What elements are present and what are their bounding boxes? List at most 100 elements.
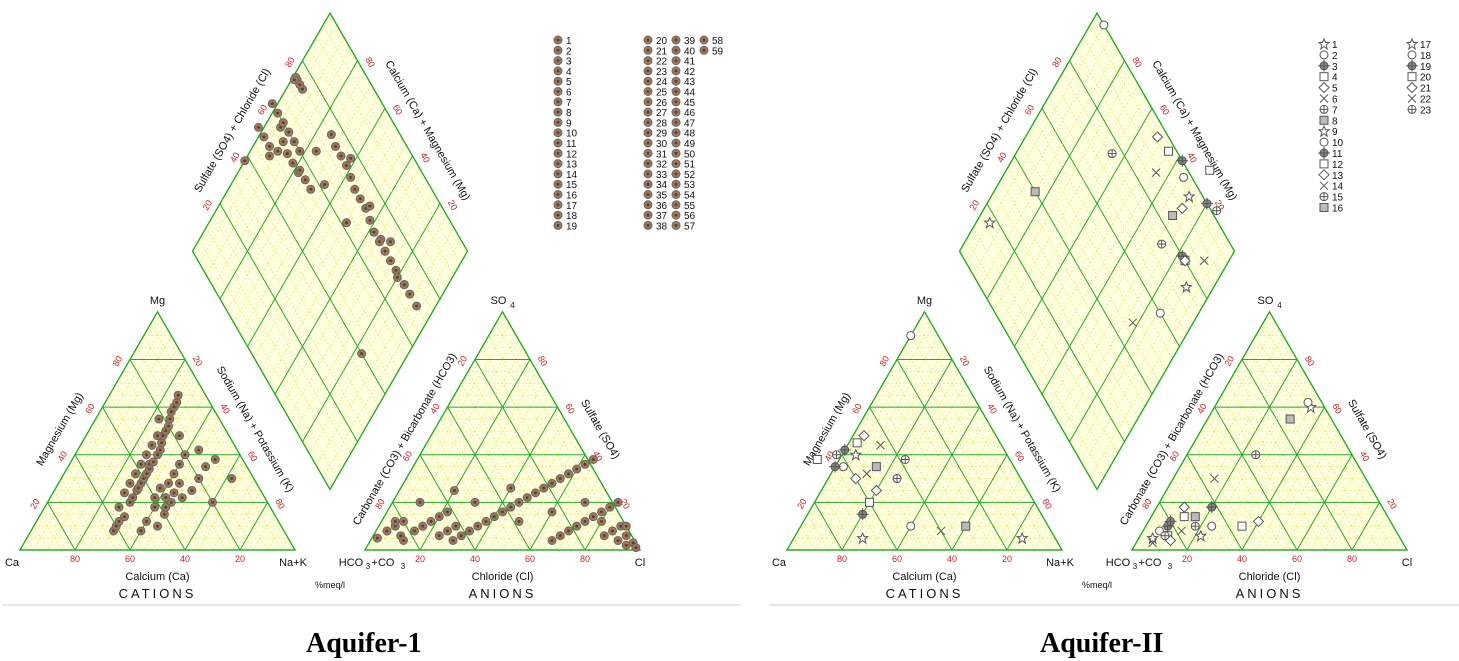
legend-entry: 34	[656, 180, 668, 191]
tick-label-co3: 80	[373, 497, 387, 511]
corner-label-mg: Mg	[917, 295, 932, 307]
anion-triangle-minor-line	[1255, 335, 1380, 551]
diamond-minor-line	[1062, 191, 1201, 431]
cation-point	[131, 469, 140, 479]
diamond-minor-line	[1062, 72, 1201, 311]
tick-label-so4: 20	[1385, 497, 1399, 511]
legend-entry: 10	[566, 129, 578, 140]
cation-point	[175, 431, 184, 441]
diamond-point	[1030, 187, 1040, 197]
outline	[958, 11, 1236, 491]
cations-title: CATIONS	[886, 586, 964, 601]
legend-marker	[643, 87, 653, 96]
diamond-point	[386, 237, 395, 247]
anion-triangle-minor-line	[515, 442, 579, 551]
diamond-point	[1179, 255, 1191, 267]
legend-marker	[671, 138, 681, 148]
diamond-point	[983, 216, 997, 229]
anion-triangle-minor-line	[1193, 442, 1257, 551]
anion-point	[1205, 501, 1218, 514]
anion-point	[1251, 450, 1261, 460]
diamond-major-line	[986, 203, 1125, 442]
anion-point	[1179, 512, 1189, 522]
anion-triangle-minor-line	[1324, 478, 1367, 551]
anion-point	[1285, 414, 1295, 424]
anion-point	[580, 459, 590, 469]
diamond-point	[289, 75, 299, 85]
anion-point	[470, 497, 480, 507]
anion-triangle-minor-line	[1310, 466, 1360, 551]
anion-point	[1237, 521, 1247, 531]
cation-point	[175, 459, 184, 469]
legend-marker	[1318, 81, 1330, 94]
cation-point	[906, 521, 916, 531]
diamond-point	[273, 146, 283, 156]
cation-point	[159, 509, 169, 519]
cation-point	[900, 455, 910, 465]
tick-label-mg: 80	[111, 354, 125, 368]
diamond-point	[1151, 131, 1164, 143]
diamond-minor-line	[240, 96, 379, 335]
legend-entry: 42	[684, 67, 696, 78]
legend-entry: 48	[684, 129, 696, 140]
legend-marker	[643, 179, 653, 189]
cation-triangle-minor-line	[821, 490, 857, 551]
legend-marker	[553, 66, 563, 76]
anion-triangle-minor-line	[378, 526, 393, 551]
tick-label-diamond: 60	[391, 103, 405, 117]
diamond-point	[412, 301, 422, 311]
tick-label-na: 40	[985, 402, 999, 416]
diamond-major-line	[219, 60, 358, 300]
tick-label-co3: 80	[1140, 497, 1154, 511]
cation-triangle-minor-line	[807, 514, 829, 551]
cation-triangle-minor-line	[60, 347, 179, 551]
tick-label-co3: 20	[1223, 354, 1237, 368]
tick-label-mg: 20	[795, 497, 809, 511]
cation-point	[165, 414, 175, 424]
legend-entry: 1	[566, 36, 572, 47]
diamond-point	[1179, 172, 1189, 182]
cation-point	[142, 516, 151, 526]
cation-point	[128, 493, 138, 503]
corner-label-nak: Na+K	[1046, 557, 1074, 569]
cation-triangle-minor-line	[150, 323, 282, 551]
legend-entry: 12	[566, 149, 578, 160]
cation-triangle-minor-line	[965, 466, 1015, 551]
tick-label-diamond: 60	[1158, 103, 1172, 117]
legend-entry: 21	[656, 46, 668, 57]
cation-triangle-minor-line	[33, 323, 165, 551]
anion-point	[547, 478, 557, 488]
legend-entry: 47	[684, 118, 696, 129]
anion-point	[621, 531, 631, 541]
diamond-minor-line	[1076, 48, 1215, 288]
legend-entry: 52	[684, 170, 696, 181]
tick-label-mg: 40	[56, 449, 70, 463]
tick-label-co3: 40	[1195, 402, 1209, 416]
tick-label-diamond: 40	[418, 151, 432, 165]
corner-label-ca: Ca	[772, 557, 787, 569]
cation-point	[172, 397, 182, 407]
legend-entry: 5	[1332, 84, 1338, 95]
tick-label-cl: 40	[470, 554, 480, 564]
tick-label-mg: 60	[83, 402, 97, 416]
anion-point	[580, 497, 590, 507]
cation-point	[856, 508, 869, 521]
legend-entry: 7	[566, 98, 572, 109]
cation-point	[227, 474, 237, 484]
cation-triangle-minor-line	[924, 430, 994, 551]
anion-point	[465, 526, 474, 536]
legend-marker	[1407, 94, 1417, 103]
tick-label-diamond: 40	[1185, 151, 1199, 165]
legend-marker	[671, 169, 681, 179]
cation-point	[1015, 531, 1029, 545]
diamond-minor-line	[1082, 227, 1222, 466]
anion-triangle-minor-line	[1207, 418, 1284, 551]
legend-marker	[553, 107, 563, 117]
cation-point	[150, 502, 160, 512]
diamond-major-line	[302, 60, 441, 300]
legend-marker	[699, 35, 709, 45]
anion-point	[382, 526, 392, 536]
cation-point	[150, 493, 160, 503]
anion-point	[506, 483, 516, 493]
tick-label-diamond: 80	[363, 55, 377, 69]
